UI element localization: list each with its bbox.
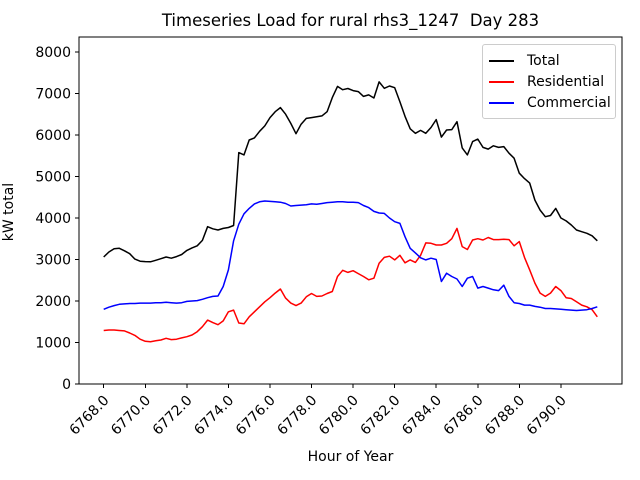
x-tick-label: 6778.0 (274, 393, 320, 439)
x-tick-label: 6776.0 (233, 393, 279, 439)
legend-entry: Residential (489, 71, 607, 92)
x-tick-label: 6784.0 (399, 393, 445, 439)
x-tick-label: 6770.0 (108, 393, 154, 439)
x-tick-label: 6786.0 (441, 393, 487, 439)
y-tick-label: 3000 (35, 252, 71, 268)
legend-entry: Total (489, 50, 607, 71)
series-line-commercial (103, 200, 598, 312)
y-tick-label: 6000 (35, 128, 71, 144)
legend-label: Total (527, 52, 560, 69)
legend-label: Residential (527, 73, 605, 90)
x-tick-label: 6780.0 (316, 393, 362, 439)
y-tick-label: 2000 (35, 294, 71, 310)
x-tick-label: 6790.0 (524, 393, 570, 439)
y-tick-label: 0 (62, 377, 71, 393)
y-axis-label: kW total (1, 182, 17, 242)
x-tick-label: 6774.0 (191, 393, 237, 439)
x-tick-label: 6768.0 (67, 393, 113, 439)
y-tick-label: 4000 (35, 211, 71, 227)
series-line-total (103, 81, 598, 263)
x-axis-label: Hour of Year (307, 449, 394, 465)
y-tick-label: 1000 (35, 335, 71, 351)
legend-line-sample (489, 101, 514, 104)
y-tick-label: 5000 (35, 169, 71, 185)
chart-title: Timeseries Load for rural rhs3_1247 Day … (161, 11, 540, 30)
x-tick-label: 6782.0 (358, 393, 404, 439)
legend: Total Residential Commercial (482, 44, 616, 119)
y-tick-label: 7000 (35, 86, 71, 102)
y-tick-label: 8000 (35, 45, 71, 61)
legend-line-sample (489, 80, 514, 83)
x-tick-label: 6788.0 (482, 393, 528, 439)
legend-line-sample (489, 59, 514, 62)
legend-label: Commercial (527, 94, 611, 111)
x-tick-label: 6772.0 (150, 393, 196, 439)
series-line-residential (103, 227, 598, 343)
legend-entry: Commercial (489, 92, 611, 113)
axes-frame (78, 36, 623, 385)
